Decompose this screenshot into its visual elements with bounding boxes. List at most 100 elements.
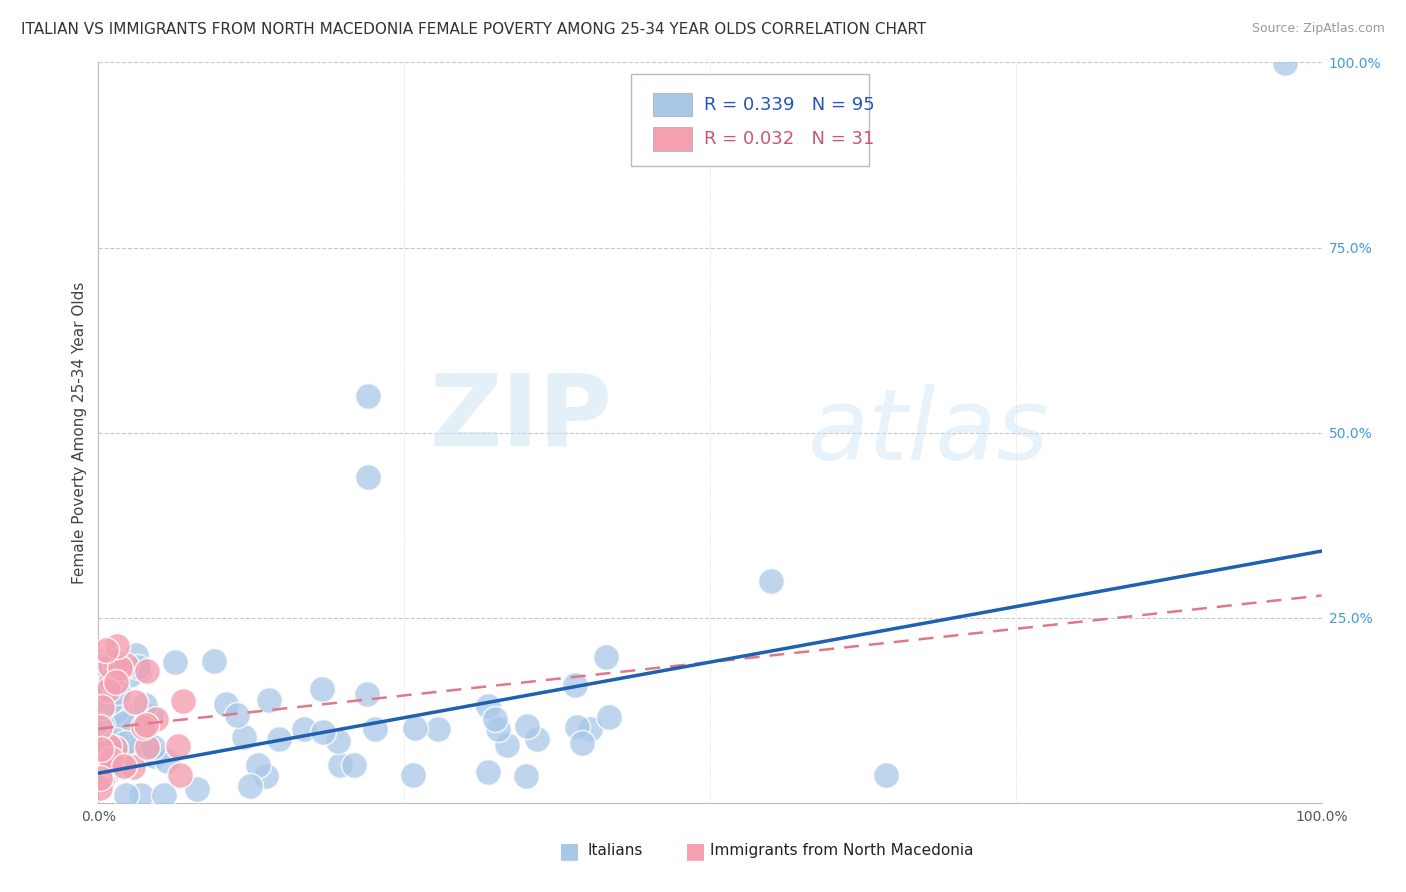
FancyBboxPatch shape [652,127,692,151]
Point [105,654,128,668]
Point [93,727,115,741]
Point [105,639,128,653]
Point [105,690,128,705]
Point [515,769,537,783]
Point [101,733,124,747]
Point [477,699,499,714]
Point [129,739,152,754]
Point [100,682,122,697]
Point [136,740,159,755]
Text: ZIP: ZIP [429,369,612,467]
Point [427,722,450,736]
Point [112,758,135,772]
Point [93,659,115,673]
Point [356,470,378,484]
Point [153,789,176,803]
Point [172,694,194,708]
Point [134,698,156,713]
Point [136,665,159,679]
Point [91,658,114,673]
Point [239,779,262,793]
Point [567,720,589,734]
Point [100,760,122,774]
Point [98,665,121,679]
Point [329,757,352,772]
FancyBboxPatch shape [652,93,692,117]
Point [292,723,315,737]
Point [141,709,163,723]
Point [142,749,165,764]
Point [96,643,118,657]
Point [104,704,127,718]
Point [343,758,366,772]
Point [129,714,152,729]
Point [97,685,120,699]
Point [484,712,506,726]
Point [114,736,136,750]
Point [97,755,120,769]
Point [477,764,499,779]
Point [90,700,112,714]
Point [166,739,188,754]
Point [202,655,225,669]
Point [103,697,125,711]
Text: R = 0.339   N = 95: R = 0.339 N = 95 [704,95,875,113]
Point [90,654,112,668]
Point [91,657,114,672]
Point [259,693,281,707]
Point [91,741,114,756]
Point [571,736,593,750]
Point [97,683,120,698]
Point [118,668,141,682]
Point [89,713,111,727]
Point [97,678,120,692]
Point [761,574,783,588]
Point [495,738,517,752]
Point [103,735,125,749]
Point [107,685,129,699]
Point [89,705,111,719]
Point [98,753,121,767]
Point [356,388,378,402]
Point [100,756,122,770]
Point [595,650,617,665]
Point [598,710,620,724]
Point [142,739,165,754]
Point [103,741,125,756]
Point [100,752,122,766]
Point [97,739,120,753]
Point [165,655,187,669]
Text: Immigrants from North Macedonia: Immigrants from North Macedonia [710,844,973,858]
Text: R = 0.032   N = 31: R = 0.032 N = 31 [704,129,875,148]
Point [89,772,111,786]
Text: ■: ■ [558,841,579,861]
Point [111,760,134,774]
Point [1274,56,1296,70]
Point [122,760,145,774]
Point [114,736,136,750]
Point [105,732,128,747]
Text: ■: ■ [685,841,706,861]
Point [312,724,335,739]
Point [564,678,586,692]
Point [98,659,121,673]
Y-axis label: Female Poverty Among 25-34 Year Olds: Female Poverty Among 25-34 Year Olds [72,282,87,583]
Point [186,781,208,796]
Point [125,648,148,662]
Point [104,728,127,742]
Point [89,673,111,687]
Point [156,754,179,768]
Point [127,660,149,674]
Point [579,723,602,737]
Point [93,759,115,773]
Point [145,712,167,726]
Point [125,727,148,741]
Text: Italians: Italians [588,844,643,858]
Point [267,732,290,747]
Point [124,695,146,709]
Point [90,669,112,683]
Point [96,750,118,764]
Point [402,768,425,782]
Point [110,660,132,674]
Point [114,789,136,803]
